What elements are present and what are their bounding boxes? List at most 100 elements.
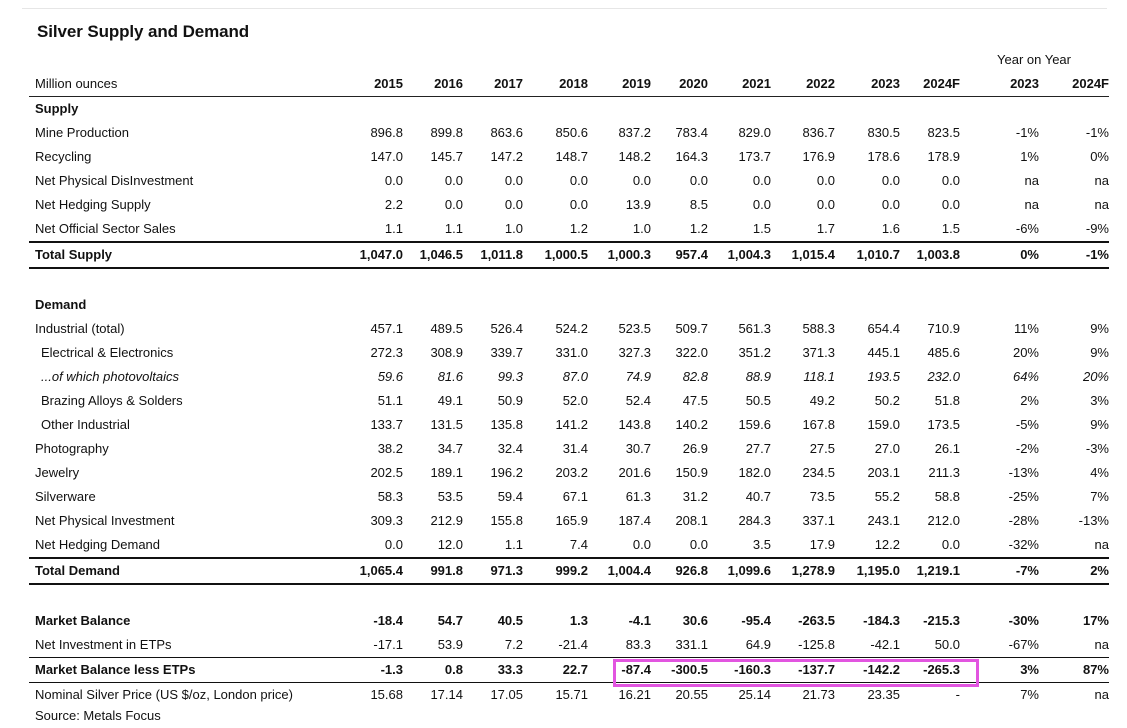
- yoy-cell: -6%: [1015, 221, 1039, 236]
- value-cell: 836.7: [802, 125, 835, 140]
- row-label: Net Hedging Supply: [35, 197, 151, 212]
- value-cell: -1.3: [343, 657, 403, 683]
- value-cell: 33.3: [463, 657, 523, 683]
- value-cell: 208.1: [675, 513, 708, 528]
- value-cell: 187.4: [618, 513, 651, 528]
- value-cell: 135.8: [490, 417, 523, 432]
- value-cell: 0.0: [632, 537, 651, 552]
- yoy-cell: -30%: [1008, 613, 1039, 628]
- value-cell: 133.7: [370, 417, 403, 432]
- row-label: ...of which photovoltaics: [41, 369, 180, 384]
- value-cell: 15.71: [555, 687, 588, 702]
- yoy-cell: -1%: [1039, 241, 1109, 269]
- yoy-cell: -13%: [1078, 513, 1109, 528]
- value-cell: 17.9: [809, 537, 835, 552]
- value-cell: -184.3: [863, 613, 900, 628]
- yoy-cell: 2%: [1020, 393, 1039, 408]
- value-cell: 1.1: [384, 221, 403, 236]
- yoy-cell: -2%: [1015, 441, 1039, 456]
- yoy-cell: -7%: [960, 557, 1039, 585]
- value-cell: 957.4: [651, 241, 708, 269]
- value-cell: 654.4: [867, 321, 900, 336]
- value-cell: 143.8: [618, 417, 651, 432]
- yoy-cell: 11%: [1013, 321, 1039, 336]
- value-cell: 211.3: [928, 465, 960, 480]
- yoy-cell: 3%: [960, 657, 1039, 683]
- value-cell: 337.1: [802, 513, 835, 528]
- value-cell: 243.1: [867, 513, 900, 528]
- yoy-cell: na: [1024, 197, 1039, 212]
- value-cell: 371.3: [802, 345, 835, 360]
- value-cell: 173.7: [738, 149, 771, 164]
- table-title: Silver Supply and Demand: [37, 22, 250, 41]
- value-cell: 47.5: [682, 393, 708, 408]
- table-row: Net Official Sector Sales 1.1 1.1 1.0 1.2 1.0…: [29, 217, 1109, 242]
- value-cell: 40.7: [745, 489, 771, 504]
- section-label: Supply: [35, 101, 79, 116]
- value-cell: 1.0: [504, 221, 523, 236]
- yoy-cell: 9%: [1090, 321, 1109, 336]
- value-cell: -263.5: [798, 613, 835, 628]
- value-cell: 1.6: [881, 221, 900, 236]
- row-label: Recycling: [35, 149, 92, 164]
- yoy-cell: 2%: [1039, 557, 1109, 585]
- value-cell: 1,046.5: [403, 241, 463, 269]
- yoy-cell: 7%: [1090, 489, 1109, 504]
- row-label: Other Industrial: [41, 417, 130, 432]
- value-cell: 331.1: [675, 637, 708, 652]
- table-row: Net Physical DisInvestment 0.0 0.0 0.0 0.0 0.…: [29, 169, 1109, 193]
- section-header-row: Demand: [29, 293, 1109, 317]
- value-cell: 0.0: [816, 197, 835, 212]
- yoy-cell: -28%: [1008, 513, 1039, 528]
- value-cell: 309.3: [370, 513, 403, 528]
- table-row: ...of which photovoltaics 59.6 81.6 99.3 87.…: [29, 365, 1109, 389]
- value-cell: -160.3: [708, 657, 771, 683]
- row-label: Silverware: [35, 489, 96, 504]
- value-cell: 159.0: [867, 417, 900, 432]
- table-row: Nominal Silver Price (US $/oz, London pr…: [29, 683, 1109, 708]
- year-on-year-header: Year on Year: [997, 52, 1071, 67]
- value-cell: 12.2: [874, 537, 900, 552]
- row-label: Industrial (total): [35, 321, 125, 336]
- yoy-cell: 0%: [960, 241, 1039, 269]
- col-header: 2022: [771, 72, 835, 97]
- value-cell: 899.8: [430, 125, 463, 140]
- value-cell: 991.8: [403, 557, 463, 585]
- value-cell: -87.4: [588, 657, 651, 683]
- yoy-cell: 9%: [1090, 345, 1109, 360]
- source-label: Source: Metals Focus: [35, 708, 161, 723]
- value-cell: 212.9: [430, 513, 463, 528]
- value-cell: 50.9: [497, 393, 523, 408]
- value-cell: -215.3: [923, 613, 960, 628]
- value-cell: 20.55: [675, 687, 708, 702]
- value-cell: 0.0: [752, 173, 771, 188]
- value-cell: 40.5: [497, 613, 523, 628]
- value-cell: 49.2: [809, 393, 835, 408]
- table-row: Market Balance less ETPs -1.3 0.8 33.3 22.7-…: [29, 657, 1109, 683]
- value-cell: 178.6: [867, 149, 900, 164]
- value-cell: 83.3: [625, 637, 651, 652]
- value-cell: 3.5: [752, 537, 771, 552]
- value-cell: -137.7: [771, 657, 835, 683]
- value-cell: 1.2: [689, 221, 708, 236]
- value-cell: 50.2: [874, 393, 900, 408]
- value-cell: 87.0: [562, 369, 588, 384]
- value-cell: 17.05: [490, 687, 523, 702]
- value-cell: 0.0: [444, 197, 463, 212]
- value-cell: 30.6: [682, 613, 708, 628]
- value-cell: 272.3: [370, 345, 403, 360]
- value-cell: 850.6: [555, 125, 588, 140]
- header-row: Million ounces 2015 2016 2017 2018 2019 …: [29, 72, 1109, 97]
- yoy-cell: -25%: [1008, 489, 1039, 504]
- value-cell: 201.6: [618, 465, 651, 480]
- value-cell: 31.2: [682, 489, 708, 504]
- value-cell: 0.0: [689, 537, 708, 552]
- value-cell: 82.8: [682, 369, 708, 384]
- value-cell: 0.0: [689, 173, 708, 188]
- value-cell: 1,000.3: [588, 241, 651, 269]
- row-label: Net Physical Investment: [35, 513, 175, 528]
- spacer-cell: [29, 268, 1109, 293]
- table-row: Market Balance -18.4 54.7 40.5 1.3 -4.1 30.6 -9…: [29, 609, 1109, 633]
- yoy-cell: 3%: [1090, 393, 1109, 408]
- col-header: 2024F: [900, 72, 960, 97]
